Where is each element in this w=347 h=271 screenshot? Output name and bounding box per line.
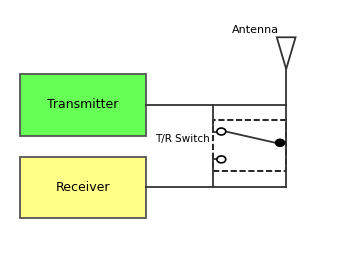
Text: Antenna: Antenna — [232, 25, 279, 35]
Text: T/R Switch: T/R Switch — [155, 134, 209, 144]
Bar — [20, 157, 146, 218]
Polygon shape — [277, 37, 296, 69]
Bar — [20, 75, 146, 136]
Text: Transmitter: Transmitter — [47, 98, 119, 111]
Circle shape — [217, 128, 226, 135]
Circle shape — [217, 156, 226, 163]
Text: Receiver: Receiver — [56, 181, 110, 194]
Circle shape — [276, 139, 285, 146]
Bar — [213, 120, 286, 171]
